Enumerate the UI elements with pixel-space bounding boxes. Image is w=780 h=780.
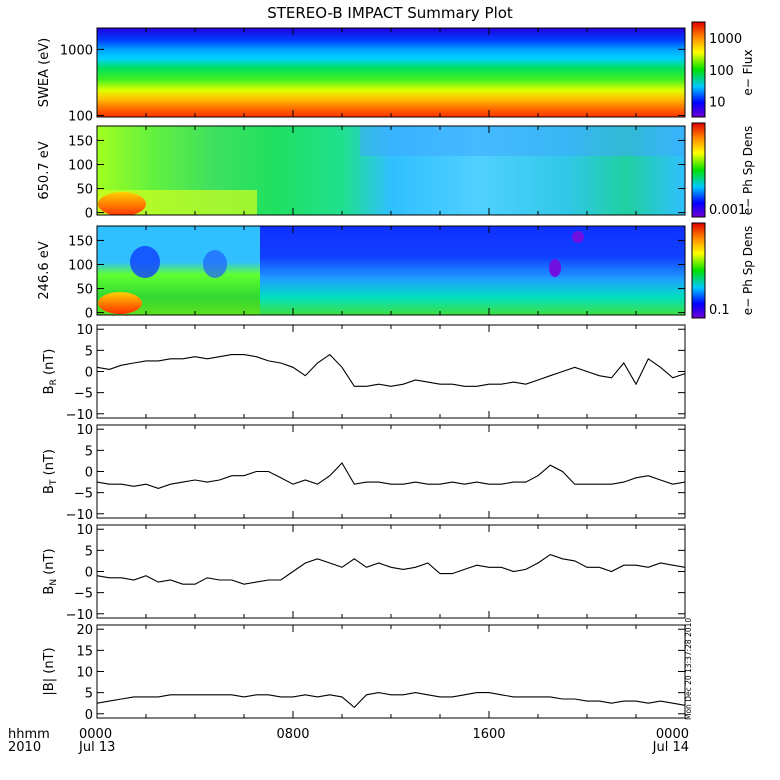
y-tick-label: 10: [76, 423, 93, 438]
x-tick-label: 0800: [276, 727, 309, 742]
y-tick-label: −5: [74, 587, 93, 602]
y-tick-label: 0: [85, 366, 93, 381]
y-axis-label-unit: (nT): [42, 647, 57, 677]
pad-246-hotspot: [98, 292, 142, 314]
y-tick-label: 5: [85, 444, 93, 459]
panel-2: 0 50 100 150 246.6 eV 0.1 e− Ph Sp Dens: [37, 225, 755, 322]
panel-0: 100 1000 SWEA (eV) 10 100 1000 e− Flux: [37, 27, 755, 125]
y-tick-label: 0: [85, 708, 93, 723]
pad-650-hotspot: [98, 192, 146, 215]
y-axis-label: BN (nT): [42, 548, 59, 594]
x-tick-label: 1600: [472, 727, 505, 742]
colorbar-tick-label: 100: [709, 64, 734, 79]
pad-246-violet-spot-2: [572, 231, 584, 243]
colorbar-pad-650: [691, 122, 706, 218]
y-axis-label: |B| (nT): [42, 647, 57, 695]
y-tick-label: 0: [85, 566, 93, 581]
y-tick-label: 1000: [60, 43, 93, 58]
colorbar-label: e− Ph Sp Dens: [741, 226, 755, 315]
creation-stamp: Mon Dec 20 13:37:28 2010: [684, 618, 693, 720]
pad-246-blue-patch-2: [203, 250, 227, 278]
y-axis-label-main: B: [42, 586, 57, 595]
x-tick-date-label: Jul 14: [652, 740, 689, 755]
series-line: [96, 692, 686, 709]
colorbar-tick-label: 10: [709, 95, 726, 110]
y-tick-label: 100: [68, 258, 93, 273]
pad-650-spectrogram: [97, 126, 685, 215]
y-axis-label: BT (nT): [42, 449, 59, 494]
pad-246-blue-patch: [130, 246, 160, 278]
swea-spectrogram-fill: [97, 28, 685, 117]
panel-3: −10 −5 0 5 10 BR (nT): [42, 323, 686, 423]
colorbar-tick-label: 0.001: [709, 203, 746, 218]
colorbar-label: e− Ph Sp Dens: [741, 126, 755, 215]
panel-5: −10 −5 0 5 10 BN (nT): [42, 523, 686, 623]
y-tick-label: 150: [68, 234, 93, 249]
y-tick-label: −5: [74, 487, 93, 502]
swea-spectrogram: [97, 28, 685, 117]
y-axis-label-sub: T: [49, 479, 59, 486]
y-tick-label: 0: [85, 466, 93, 481]
pad-246-spectrogram: [97, 226, 685, 315]
y-axis-label-sub: R: [49, 379, 59, 385]
colorbar-pad-246: [691, 222, 706, 319]
y-tick-label: 100: [68, 110, 93, 125]
colorbar-tick-label: 1000: [709, 32, 742, 47]
y-tick-label: 0: [85, 307, 93, 322]
y-tick-label: −5: [74, 387, 93, 402]
panel-6: 0 5 10 15 20 |B| (nT): [42, 623, 686, 723]
series-line: [96, 553, 686, 585]
series-line: [96, 462, 686, 489]
y-axis-label: SWEA (eV): [37, 38, 52, 107]
y-axis-label-sub: N: [49, 579, 59, 586]
y-axis-label: 650.7 eV: [37, 141, 52, 199]
y-tick-label: 150: [68, 134, 93, 149]
x-axis-label-line2: 2010: [8, 740, 41, 755]
y-tick-label: 10: [76, 666, 93, 681]
x-tick-label: 0000: [656, 727, 689, 742]
y-axis-label-main: |B|: [42, 678, 57, 696]
y-axis-label: BR (nT): [42, 349, 59, 395]
y-axis-label-main: B: [42, 485, 57, 494]
panel-4: −10 −5 0 5 10 BT (nT): [42, 423, 686, 523]
y-tick-label: 50: [76, 283, 93, 298]
y-tick-label: 100: [68, 158, 93, 173]
panel-frame: [96, 524, 686, 619]
x-tick-date-label: Jul 13: [78, 740, 115, 755]
colorbar-flux: [691, 21, 706, 118]
y-tick-label: 50: [76, 183, 93, 198]
panel-frame: [96, 624, 686, 719]
y-axis-label-main: B: [42, 385, 57, 394]
y-tick-label: 10: [76, 523, 93, 538]
y-tick-label: 10: [76, 323, 93, 338]
y-tick-label: 0: [85, 207, 93, 222]
panel-frame: [96, 424, 686, 519]
y-tick-label: 15: [76, 644, 93, 659]
y-tick-label: −10: [66, 408, 93, 423]
y-axis-label-unit: (nT): [42, 449, 57, 479]
x-tick-label: 0000: [79, 727, 112, 742]
y-axis-label-unit: (nT): [42, 349, 57, 379]
plot-title: STEREO-B IMPACT Summary Plot: [267, 4, 513, 22]
y-tick-label: 5: [85, 544, 93, 559]
x-axis-label-line1: hhmm: [8, 727, 50, 742]
panel-frame: [96, 324, 686, 419]
y-tick-label: 20: [76, 623, 93, 638]
pad-246-violet-spot: [549, 259, 561, 277]
y-tick-label: −10: [66, 608, 93, 623]
colorbar-tick-label: 0.1: [709, 303, 730, 318]
series-line: [96, 353, 686, 387]
y-tick-label: −10: [66, 508, 93, 523]
y-tick-label: 5: [85, 344, 93, 359]
pad-650-upper-band: [360, 126, 685, 156]
y-axis-label: 246.6 eV: [37, 241, 52, 299]
y-axis-label-unit: (nT): [42, 548, 57, 578]
colorbar-label: e− Flux: [741, 49, 755, 95]
y-tick-label: 5: [85, 687, 93, 702]
